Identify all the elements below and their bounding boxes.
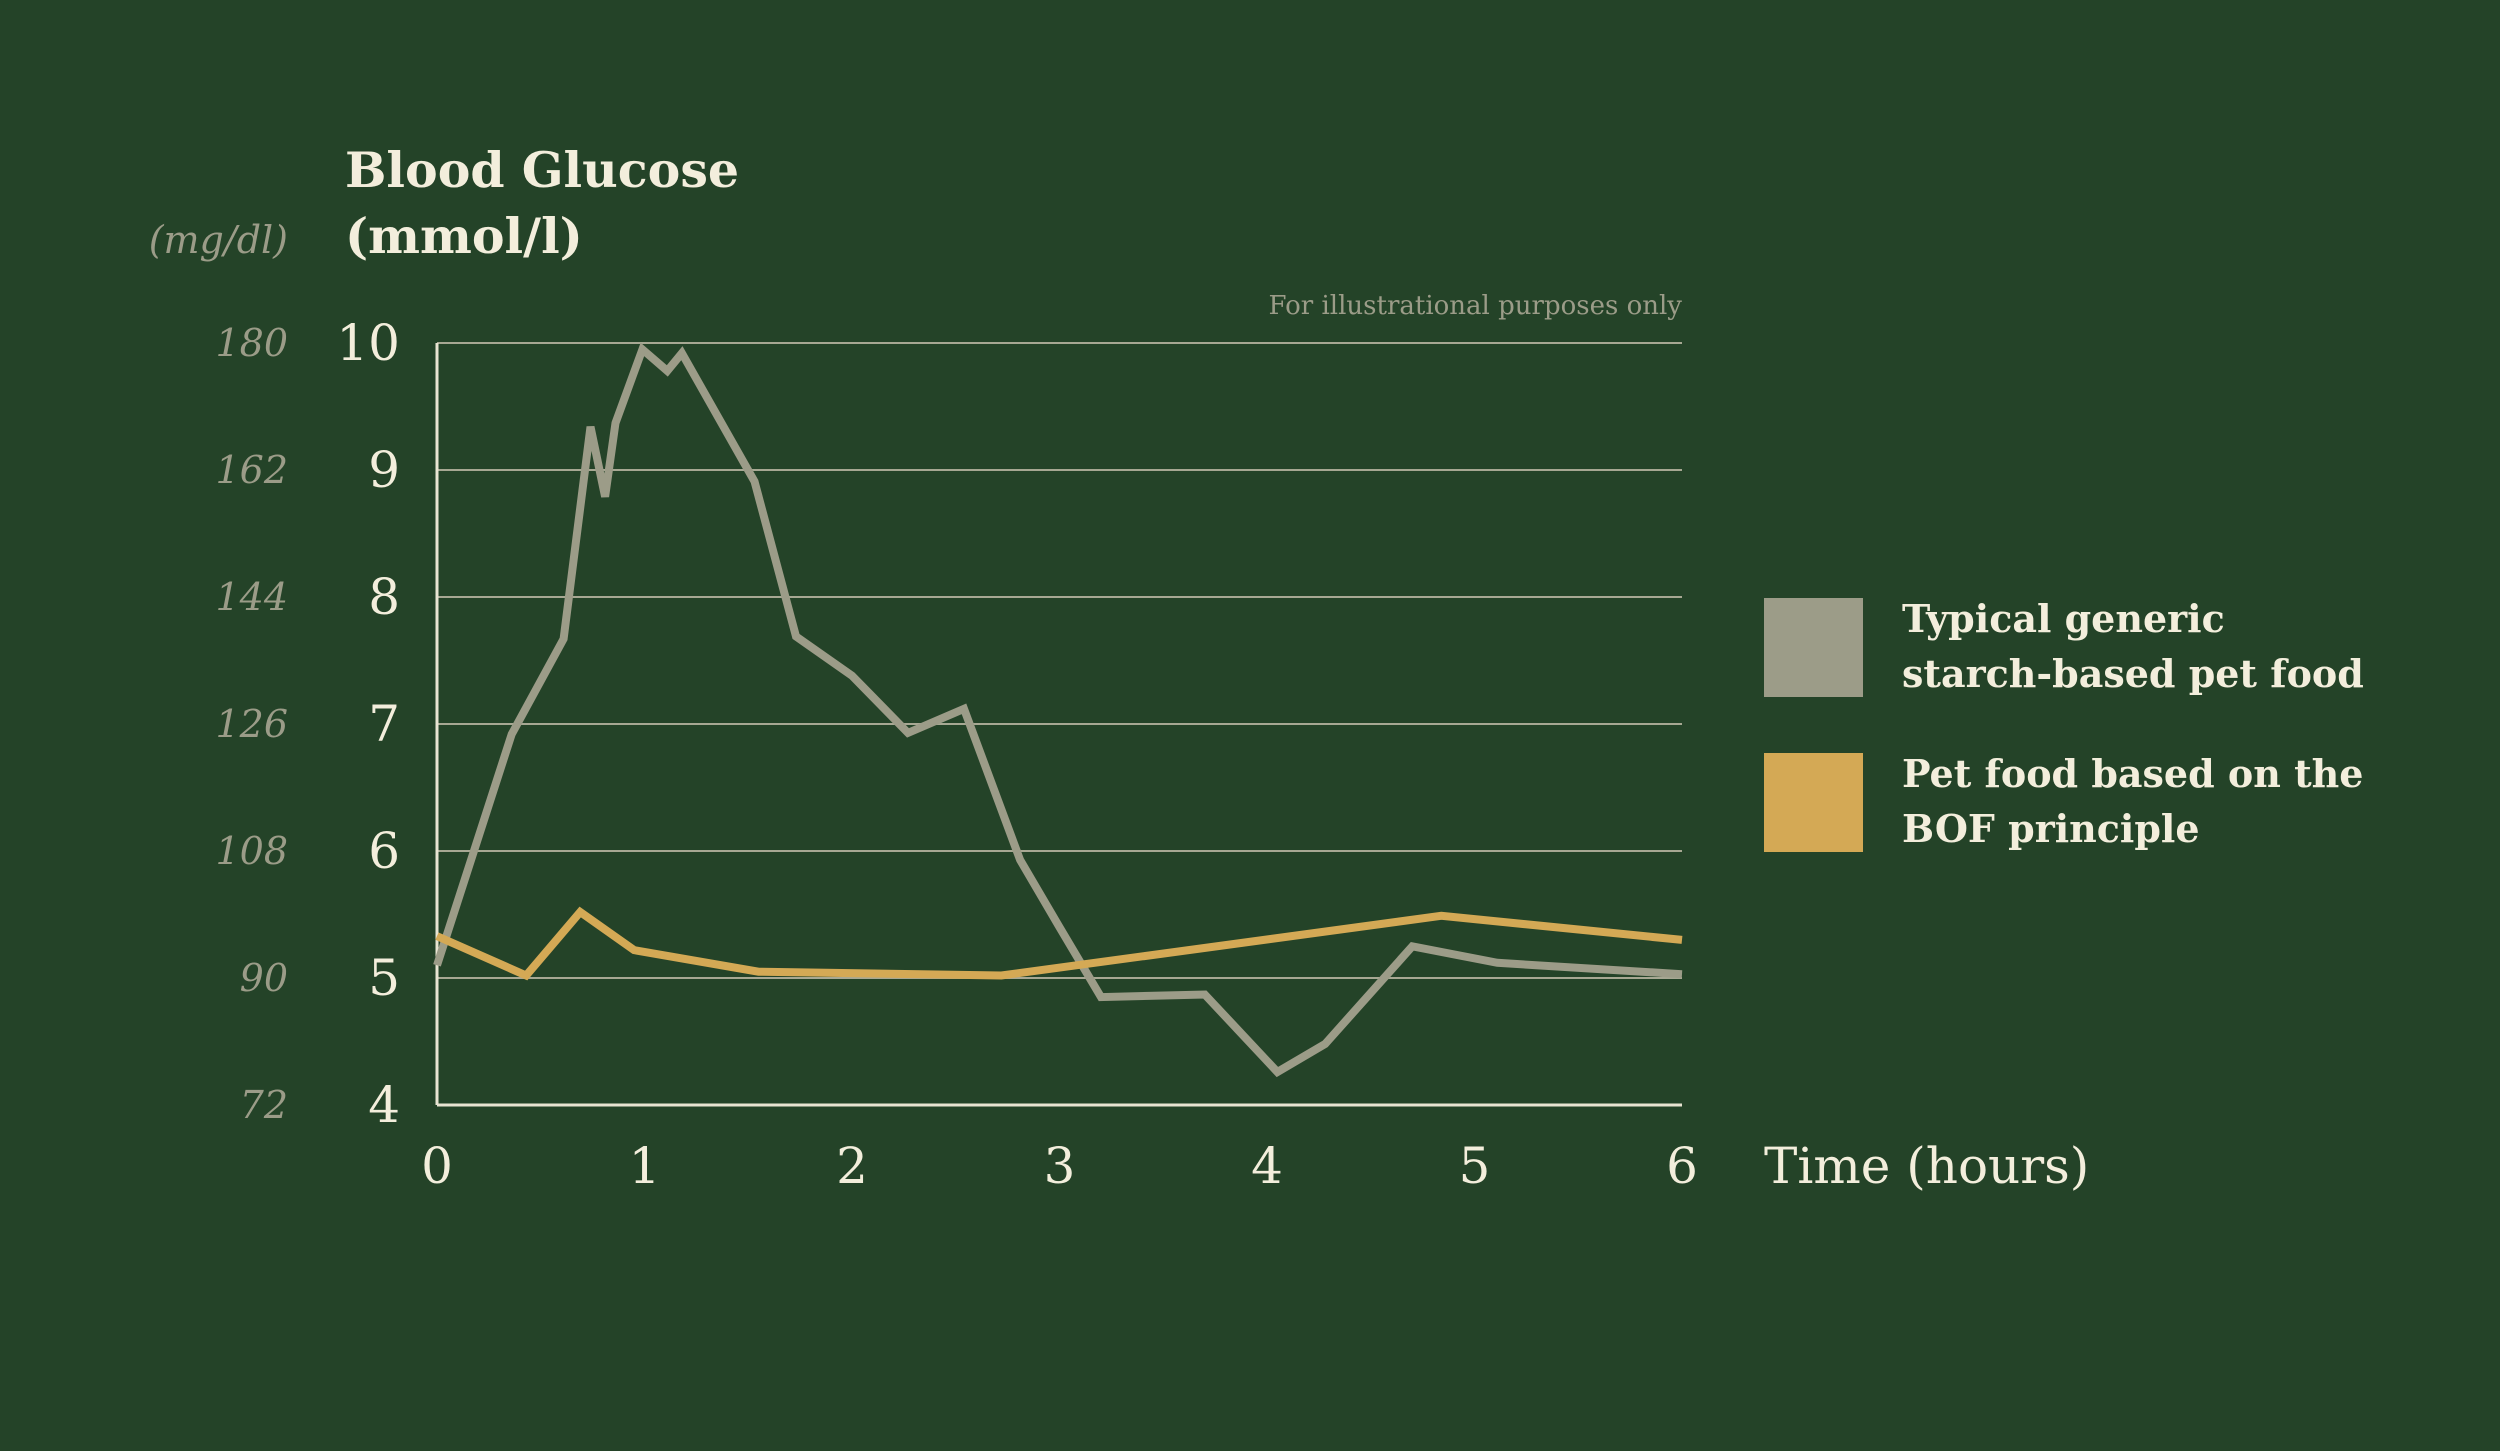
y-tick-label: 9: [368, 441, 400, 499]
secondary-y-tick-label: 108: [215, 829, 288, 873]
y-tick-label: 8: [368, 568, 400, 626]
legend-swatch-generic: [1764, 598, 1863, 697]
grid-lines: [435, 342, 1682, 1107]
legend-label-generic-line1: Typical generic: [1902, 596, 2225, 641]
secondary-y-tick-label: 180: [215, 321, 288, 365]
secondary-y-tick-label: 126: [215, 702, 288, 746]
y-tick-label: 10: [336, 314, 400, 372]
legend-label-bof: Pet food based on the BOF principle: [1902, 751, 2377, 851]
secondary-y-axis-ticks: 72 90 108 126 144 162 180: [215, 321, 288, 1127]
x-axis-ticks: 0 1 2 3 4 5 6: [421, 1137, 1698, 1195]
secondary-y-tick-label: 90: [240, 956, 288, 1000]
x-tick-label: 0: [421, 1137, 453, 1195]
y-axis-ticks: 4 5 6 7 8 9 10: [336, 314, 400, 1134]
x-tick-label: 5: [1459, 1137, 1491, 1195]
legend-label-generic-line2: starch-based pet food: [1902, 651, 2364, 696]
series-line-bof: [435, 906, 1683, 981]
x-tick-label: 1: [629, 1137, 661, 1195]
legend-label-bof-line2: BOF principle: [1902, 806, 2200, 851]
legend: Typical generic starch-based pet food Pe…: [1764, 596, 2377, 852]
legend-label-bof-line1: Pet food based on the: [1902, 751, 2363, 796]
y-tick-label: 6: [368, 822, 400, 880]
y-axis-title-line2: (mmol/l): [345, 207, 583, 265]
secondary-y-axis-title: (mg/dl): [149, 218, 288, 262]
legend-label-generic: Typical generic starch-based pet food: [1902, 596, 2364, 696]
y-tick-label: 4: [368, 1076, 400, 1134]
x-tick-label: 2: [836, 1137, 868, 1195]
y-tick-label: 5: [368, 949, 400, 1007]
series-line-generic: [433, 342, 1683, 1078]
x-axis-title: Time (hours): [1764, 1137, 2089, 1195]
illustration-note: For illustrational purposes only: [1269, 291, 1683, 321]
secondary-y-tick-label: 144: [215, 575, 288, 619]
secondary-y-tick-label: 72: [240, 1083, 288, 1127]
y-tick-label: 7: [368, 695, 400, 753]
secondary-y-tick-label: 162: [215, 448, 288, 492]
series-lines: [433, 342, 1683, 1078]
x-tick-label: 4: [1251, 1137, 1283, 1195]
x-tick-label: 3: [1044, 1137, 1076, 1195]
x-tick-label: 6: [1666, 1137, 1698, 1195]
legend-swatch-bof: [1764, 753, 1863, 852]
y-axis-title-line1: Blood Glucose: [345, 141, 739, 199]
